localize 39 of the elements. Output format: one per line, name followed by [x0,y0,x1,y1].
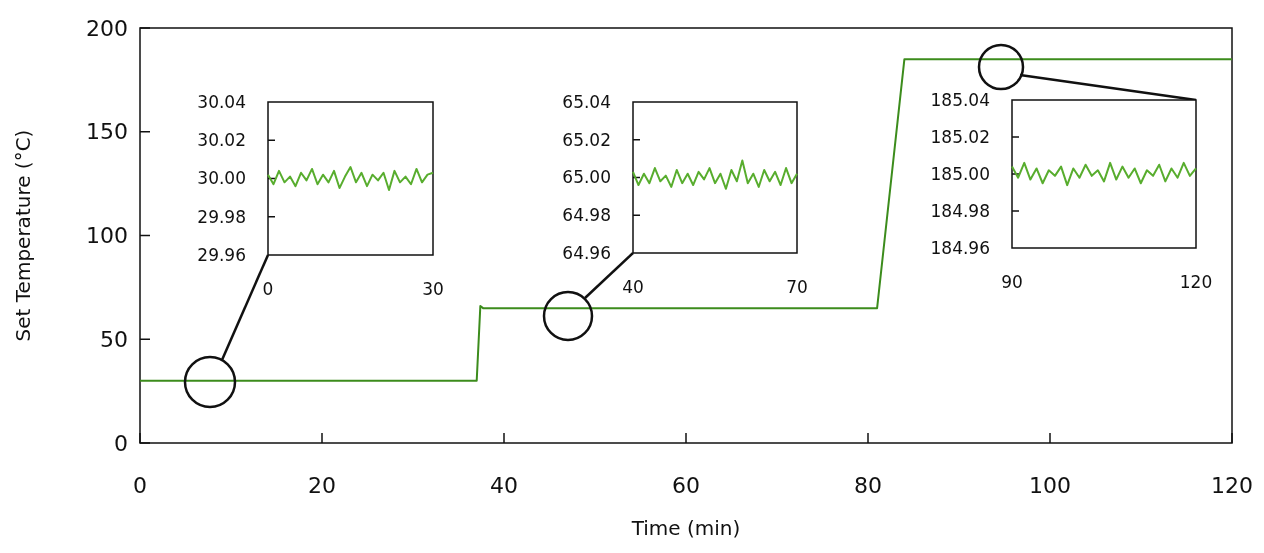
y-tick-label: 30.02 [197,130,246,151]
y-tick-label: 29.98 [197,206,246,227]
y-tick-label: 185.00 [930,163,990,184]
y-tick-label: 0 [114,430,128,456]
x-tick-label: 0 [262,279,274,299]
x-tick-label: 40 [622,277,644,297]
line-series [139,58,1233,382]
y-tick-label: 184.96 [930,237,990,258]
x-tick-label: 60 [672,473,700,498]
x-tick-label: 0 [133,473,147,498]
y-tick-label: 30.00 [197,168,246,189]
x-tick-label: 120 [1179,272,1213,292]
y-tick-label: 150 [86,119,128,145]
y-tick-label: 50 [100,326,128,352]
y-tick-label: 185.04 [930,89,990,110]
line-series [632,159,798,190]
x-tick-label: 40 [490,473,518,498]
x-tick-label: 80 [854,473,882,498]
x-tick-label: 30 [422,279,444,299]
y-tick-label: 100 [86,223,128,249]
y-tick-label: 64.98 [562,205,611,226]
line-series [267,166,434,191]
y-tick-label: 184.98 [930,200,990,221]
y-axis-title: Set Temperature (°C) [11,129,35,342]
x-tick-label: 100 [1029,473,1071,498]
x-tick-label: 120 [1211,473,1253,498]
y-tick-label: 185.02 [930,126,990,147]
x-tick-label: 90 [1001,272,1023,292]
y-tick-label: 65.04 [562,91,611,112]
y-tick-label: 65.02 [562,129,611,150]
y-tick-label: 65.00 [562,167,611,188]
line-series [1011,161,1197,187]
y-tick-label: 64.96 [562,242,611,263]
x-tick-label: 70 [786,277,808,297]
x-tick-label: 20 [308,473,336,498]
y-tick-label: 30.04 [197,91,246,112]
x-axis-title: Time (min) [630,516,741,540]
y-tick-label: 200 [86,15,128,41]
y-tick-label: 29.96 [197,244,246,265]
